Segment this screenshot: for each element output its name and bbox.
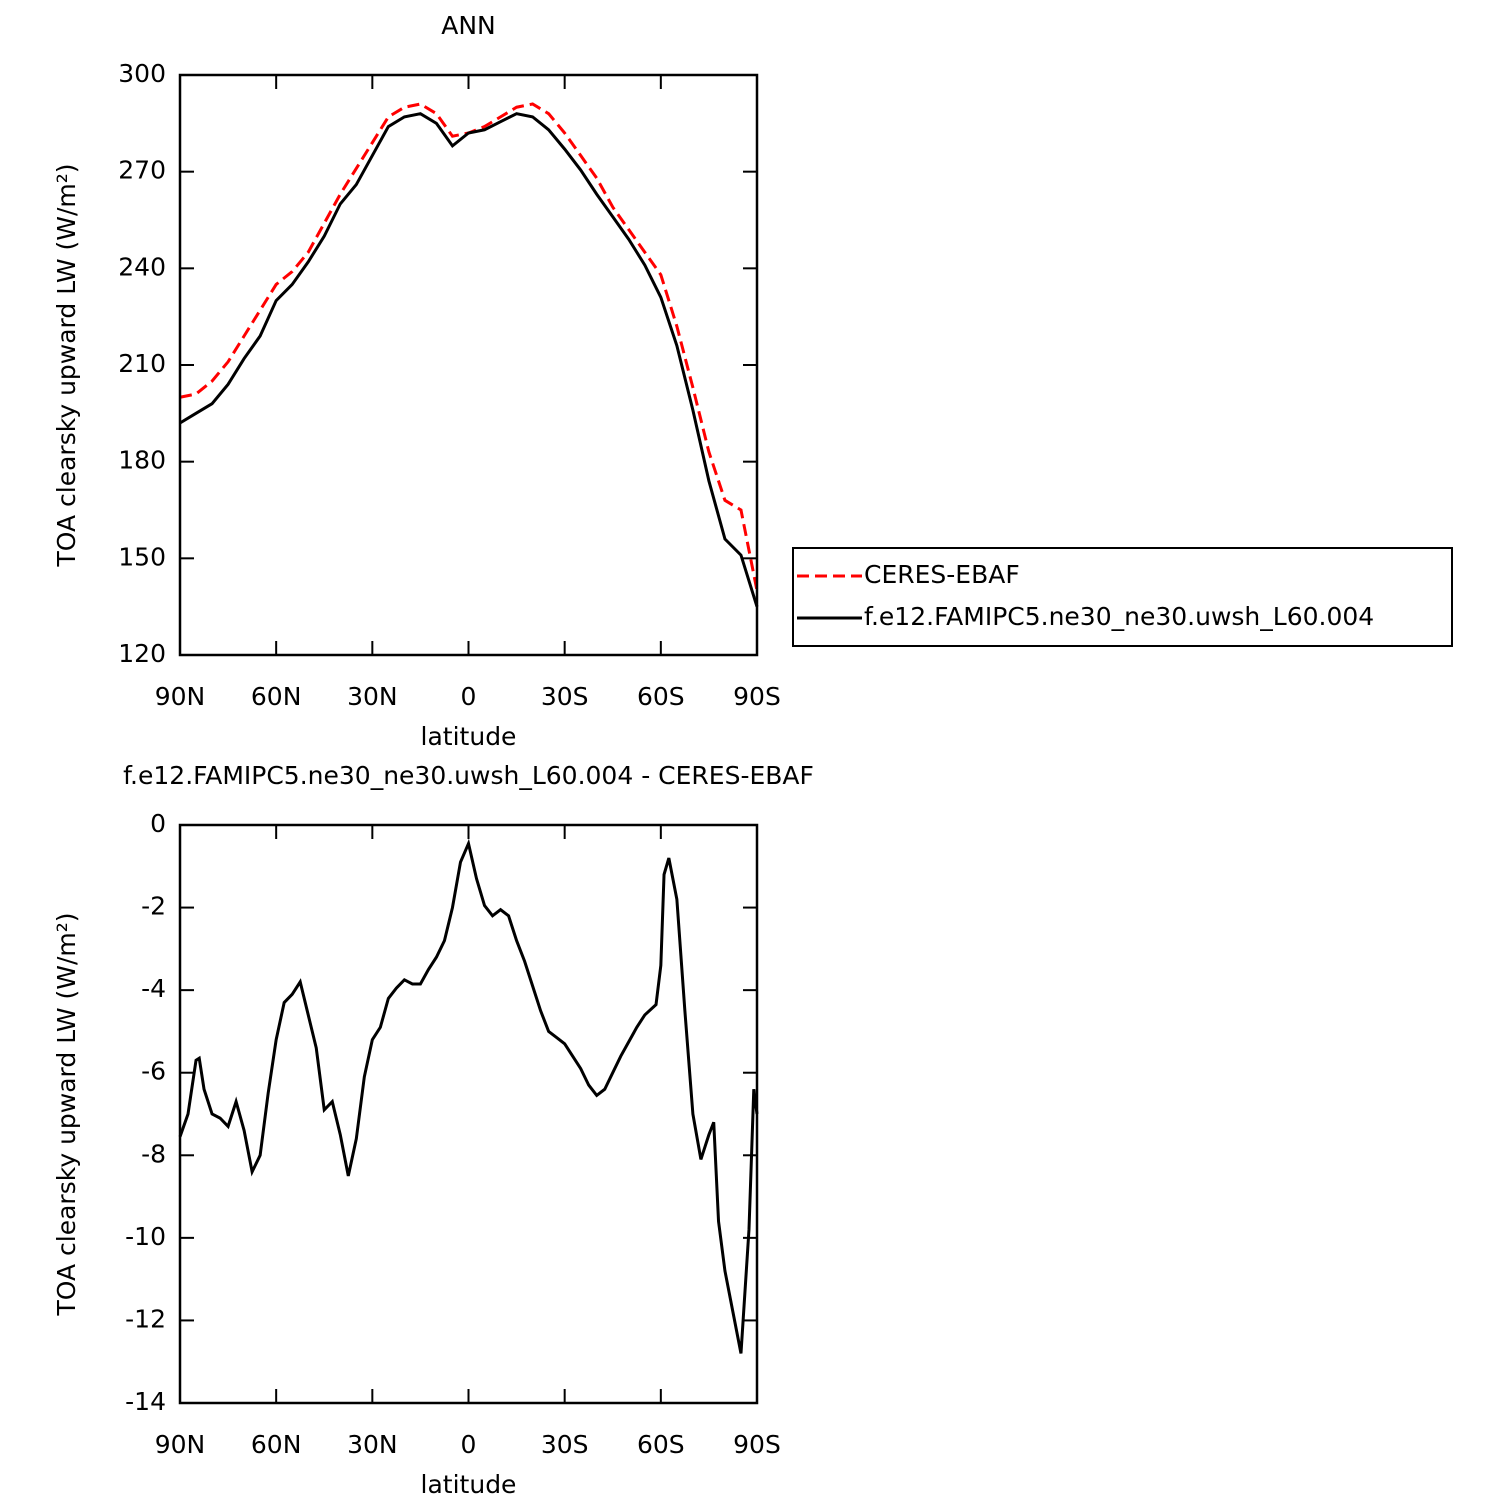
y-tick-label: 210: [118, 349, 166, 378]
x-tick-label: 90N: [155, 1430, 206, 1459]
legend-label: CERES-EBAF: [864, 560, 1020, 589]
x-tick-label: 30N: [347, 1430, 398, 1459]
y-tick-label: 0: [150, 809, 166, 838]
y-tick-label: -4: [141, 974, 166, 1003]
y-tick-label: -2: [141, 892, 166, 921]
y-tick-label: -10: [125, 1222, 166, 1251]
y-tick-label: 300: [118, 59, 166, 88]
x-tick-label: 60N: [251, 682, 302, 711]
legend-box: [792, 547, 1453, 647]
x-tick-label: 60S: [637, 1430, 685, 1459]
x-tick-label: 60S: [637, 682, 685, 711]
y-axis-label: TOA clearsky upward LW (W/m²): [52, 163, 81, 567]
x-tick-label: 0: [461, 682, 477, 711]
data-line: [178, 838, 759, 1354]
plot-frame: [178, 823, 759, 1405]
x-tick-label: 90S: [733, 1430, 781, 1459]
y-axis-label: TOA clearsky upward LW (W/m²): [52, 912, 81, 1316]
legend-label: f.e12.FAMIPC5.ne30_ne30.uwsh_L60.004: [864, 602, 1374, 631]
x-tick-label: 90S: [733, 682, 781, 711]
plot-frame: [178, 73, 759, 657]
y-tick-label: 270: [118, 156, 166, 185]
panel-title: ANN: [441, 11, 496, 40]
y-tick-label: 150: [118, 542, 166, 571]
x-tick-label: 30S: [541, 682, 589, 711]
panel-title: f.e12.FAMIPC5.ne30_ne30.uwsh_L60.004 - C…: [123, 761, 814, 790]
y-tick-label: -8: [141, 1139, 166, 1168]
data-line: [179, 102, 759, 591]
x-axis-label: latitude: [421, 722, 517, 751]
x-tick-label: 60N: [251, 1430, 302, 1459]
x-axis-label: latitude: [421, 1470, 517, 1499]
x-tick-label: 30N: [347, 682, 398, 711]
x-tick-label: 90N: [155, 682, 206, 711]
x-tick-label: 30S: [541, 1430, 589, 1459]
y-tick-label: 240: [118, 252, 166, 281]
y-tick-label: -12: [125, 1304, 166, 1333]
data-line: [179, 112, 759, 608]
y-tick-label: -14: [125, 1387, 166, 1416]
x-tick-label: 0: [461, 1430, 477, 1459]
y-tick-label: -6: [141, 1057, 166, 1086]
y-tick-label: 180: [118, 446, 166, 475]
y-tick-label: 120: [118, 639, 166, 668]
